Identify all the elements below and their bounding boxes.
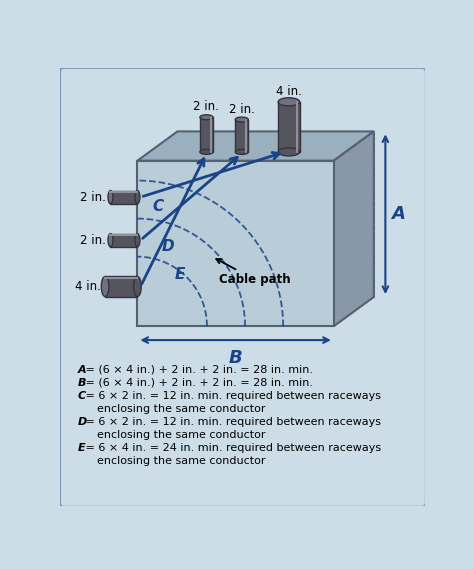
Text: 2 in.: 2 in.	[80, 234, 106, 246]
Text: = 6 × 2 in. = 12 in. min. required between raceways: = 6 × 2 in. = 12 in. min. required betwe…	[82, 417, 381, 427]
Ellipse shape	[135, 234, 140, 247]
Text: C: C	[77, 391, 85, 401]
Polygon shape	[200, 117, 213, 152]
Text: 2 in.: 2 in.	[229, 103, 255, 116]
Text: 2 in.: 2 in.	[80, 191, 106, 204]
Ellipse shape	[135, 191, 140, 204]
Ellipse shape	[101, 277, 109, 296]
Ellipse shape	[108, 191, 113, 204]
Polygon shape	[110, 191, 137, 204]
Text: B: B	[77, 378, 86, 388]
Ellipse shape	[235, 150, 248, 154]
Text: C: C	[152, 199, 164, 214]
Text: = 6 × 4 in. = 24 in. min. required between raceways: = 6 × 4 in. = 24 in. min. required betwe…	[82, 443, 381, 453]
Text: 4 in.: 4 in.	[74, 280, 100, 293]
Polygon shape	[110, 234, 137, 247]
Polygon shape	[137, 160, 334, 326]
Text: 4 in.: 4 in.	[276, 85, 302, 98]
Text: D: D	[77, 417, 87, 427]
Text: E: E	[77, 443, 85, 453]
Text: D: D	[162, 239, 175, 254]
Text: B: B	[229, 349, 243, 368]
Ellipse shape	[108, 234, 113, 247]
Ellipse shape	[235, 117, 248, 122]
Text: = 6 × 2 in. = 12 in. min. required between raceways: = 6 × 2 in. = 12 in. min. required betwe…	[82, 391, 381, 401]
Ellipse shape	[278, 98, 300, 106]
Polygon shape	[105, 277, 137, 296]
Text: A: A	[77, 365, 86, 375]
Text: enclosing the same conductor: enclosing the same conductor	[97, 430, 265, 440]
Text: E: E	[175, 267, 185, 282]
Text: enclosing the same conductor: enclosing the same conductor	[97, 404, 265, 414]
Text: enclosing the same conductor: enclosing the same conductor	[97, 456, 265, 467]
Text: = (6 × 4 in.) + 2 in. + 2 in. = 28 in. min.: = (6 × 4 in.) + 2 in. + 2 in. = 28 in. m…	[82, 365, 313, 375]
Polygon shape	[334, 131, 374, 326]
Text: 2 in.: 2 in.	[193, 100, 219, 113]
FancyBboxPatch shape	[60, 68, 426, 507]
Polygon shape	[137, 131, 374, 160]
Ellipse shape	[200, 115, 213, 119]
Polygon shape	[278, 102, 300, 152]
Polygon shape	[235, 119, 248, 152]
Ellipse shape	[134, 277, 141, 296]
Text: A: A	[392, 205, 405, 223]
Text: Cable path: Cable path	[216, 259, 291, 286]
Ellipse shape	[200, 150, 213, 154]
Text: = (6 × 4 in.) + 2 in. + 2 in. = 28 in. min.: = (6 × 4 in.) + 2 in. + 2 in. = 28 in. m…	[82, 378, 313, 388]
Ellipse shape	[278, 148, 300, 156]
